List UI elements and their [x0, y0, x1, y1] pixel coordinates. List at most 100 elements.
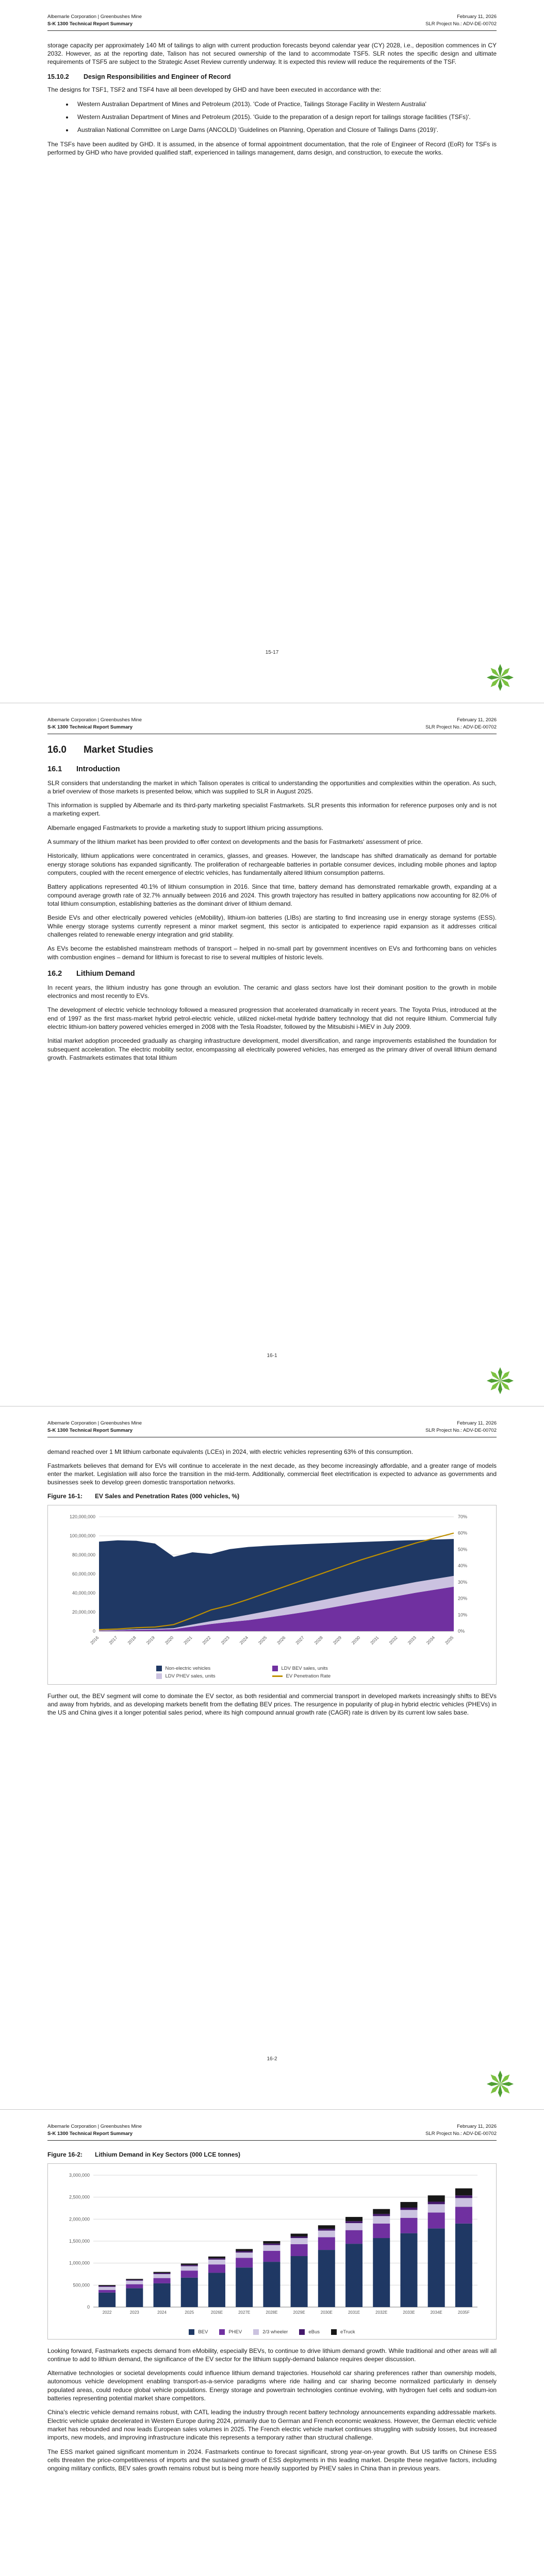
section-heading-16-2: 16.2 Lithium Demand [47, 969, 135, 978]
svg-text:70%: 70% [458, 1514, 467, 1519]
header-project-no: SLR Project No.: ADV-DE-00702 [425, 724, 497, 730]
page-header: Albemarle Corporation | Greenbushes Mine… [47, 1420, 497, 1434]
svg-text:2033: 2033 [407, 1635, 418, 1646]
svg-text:2027: 2027 [294, 1635, 305, 1646]
paragraph: China's electric vehicle demand remains … [47, 2409, 497, 2442]
header-rule [47, 30, 497, 31]
svg-text:20,000,000: 20,000,000 [72, 1609, 95, 1615]
paragraph: Beside EVs and other electrically powere… [47, 914, 497, 938]
svg-text:1,000,000: 1,000,000 [69, 2260, 90, 2265]
bullet-item: Australian National Committee on Large D… [73, 126, 497, 134]
header-date: February 11, 2026 [457, 1420, 497, 1426]
paragraph: The TSFs have been audited by GHD. It is… [47, 140, 497, 157]
paragraph: Looking forward, Fastmarkets expects dem… [47, 2347, 497, 2363]
svg-text:60%: 60% [458, 1530, 467, 1535]
svg-text:2028: 2028 [313, 1635, 324, 1646]
paragraph: Battery applications represented 40.1% o… [47, 883, 497, 907]
svg-text:2021: 2021 [183, 1635, 193, 1646]
svg-text:2026: 2026 [276, 1635, 287, 1646]
svg-text:3,000,000: 3,000,000 [69, 2173, 90, 2178]
svg-text:2034: 2034 [425, 1635, 436, 1646]
svg-text:2035: 2035 [444, 1635, 455, 1646]
ev-sales-penetration-chart: 0 20,000,000 40,000,000 60,000,000 80,000,00… [47, 1504, 497, 1685]
svg-text:2035F: 2035F [458, 2310, 470, 2315]
header-date: February 11, 2026 [457, 14, 497, 20]
page-15-17: Albemarle Corporation | Greenbushes Mine… [0, 0, 544, 703]
page-header: Albemarle Corporation | Greenbushes Mine… [47, 13, 497, 28]
svg-text:2016: 2016 [89, 1635, 100, 1646]
paragraph: The designs for TSF1, TSF2 and TSF4 have… [47, 86, 382, 94]
header-company: Albemarle Corporation | Greenbushes Mine [47, 1420, 142, 1426]
slr-logo [485, 2069, 515, 2099]
page-header: Albemarle Corporation | Greenbushes Mine… [47, 717, 497, 731]
paragraph: Initial market adoption proceeded gradua… [47, 1037, 497, 1062]
page-number: 16-1 [267, 1353, 277, 1359]
svg-text:60,000,000: 60,000,000 [72, 1571, 95, 1577]
header-project-no: SLR Project No.: ADV-DE-00702 [425, 21, 497, 27]
page-number: 15-17 [265, 650, 279, 655]
svg-text:2020: 2020 [164, 1635, 175, 1646]
svg-text:120,000,000: 120,000,000 [70, 1514, 95, 1519]
svg-text:0: 0 [93, 1629, 95, 1634]
header-report-title: S-K 1300 Technical Report Summary [47, 724, 133, 730]
slr-logo [485, 663, 515, 692]
paragraph: The development of electric vehicle tech… [47, 1006, 497, 1031]
bullet-item: Western Australian Department of Mines a… [73, 113, 497, 121]
paragraph: The ESS market gained significant moment… [47, 2448, 497, 2472]
svg-text:2019: 2019 [145, 1635, 156, 1646]
section-heading-16-1: 16.1 Introduction [47, 765, 120, 773]
header-report-title: S-K 1300 Technical Report Summary [47, 2130, 133, 2137]
paragraph: Alternative technologies or societal dev… [47, 2369, 497, 2402]
svg-text:2026E: 2026E [211, 2310, 223, 2315]
page-header: Albemarle Corporation | Greenbushes Mine… [47, 2123, 497, 2138]
svg-text:2024: 2024 [157, 2310, 167, 2315]
section-heading-15-10-2: 15.10.2 Design Responsibilities and Engin… [47, 73, 231, 81]
page-16-1: Albemarle Corporation | Greenbushes Mine… [0, 703, 544, 1406]
svg-text:2,000,000: 2,000,000 [69, 2216, 90, 2222]
svg-text:0: 0 [87, 2304, 90, 2310]
header-company: Albemarle Corporation | Greenbushes Mine [47, 2124, 142, 2129]
page-16-2: Albemarle Corporation | Greenbushes Mine… [0, 1406, 544, 2110]
lithium-demand-sectors-chart: 0 500,000 1,000,000 1,500,000 2,000,000 2,500… [47, 2163, 497, 2340]
section-heading-16-0: 16.0 Market Studies [47, 744, 154, 755]
header-report-title: S-K 1300 Technical Report Summary [47, 21, 133, 27]
paragraph: demand reached over 1 Mt lithium carbona… [47, 1448, 414, 1455]
paragraph: A summary of the lithium market has been… [47, 838, 423, 846]
svg-text:0%: 0% [458, 1629, 465, 1634]
header-date: February 11, 2026 [457, 717, 497, 723]
svg-text:2034E: 2034E [431, 2310, 442, 2315]
svg-text:2029: 2029 [332, 1635, 343, 1646]
svg-text:40,000,000: 40,000,000 [72, 1590, 95, 1596]
paragraph: Albemarle engaged Fastmarkets to provide… [47, 824, 323, 832]
svg-text:500,000: 500,000 [73, 2282, 90, 2287]
svg-text:2018: 2018 [126, 1635, 137, 1646]
svg-text:2017: 2017 [108, 1635, 119, 1646]
paragraph: SLR considers that understanding the mar… [47, 779, 497, 795]
header-report-title: S-K 1300 Technical Report Summary [47, 1427, 133, 1433]
paragraph: Further out, the BEV segment will come t… [47, 1692, 497, 1717]
svg-text:100,000,000: 100,000,000 [70, 1533, 95, 1538]
paragraph: Historically, lithium applications were … [47, 852, 497, 877]
svg-text:20%: 20% [458, 1596, 467, 1601]
svg-text:80,000,000: 80,000,000 [72, 1552, 95, 1557]
figure-16-1-caption: Figure 16-1: EV Sales and Penetration Rat… [47, 1492, 240, 1500]
header-rule [47, 2140, 497, 2141]
svg-text:1,500,000: 1,500,000 [69, 2239, 90, 2244]
svg-text:10%: 10% [458, 1612, 467, 1617]
paragraph: This information is supplied by Albemarl… [47, 802, 497, 818]
svg-text:2022: 2022 [201, 1635, 212, 1646]
svg-text:50%: 50% [458, 1547, 467, 1552]
header-company: Albemarle Corporation | Greenbushes Mine [47, 14, 142, 20]
svg-text:2023: 2023 [220, 1635, 230, 1646]
svg-text:2031E: 2031E [348, 2310, 360, 2315]
svg-text:2032E: 2032E [375, 2310, 387, 2315]
paragraph: Fastmarkets believes that demand for EVs… [47, 1462, 497, 1486]
svg-text:2027E: 2027E [238, 2310, 250, 2315]
svg-text:2024: 2024 [239, 1635, 250, 1646]
svg-text:2025: 2025 [185, 2310, 194, 2315]
svg-text:2030: 2030 [351, 1635, 361, 1646]
page-number: 16-2 [267, 2056, 277, 2062]
header-date: February 11, 2026 [457, 2124, 497, 2129]
figure-16-2-caption: Figure 16-2: Lithium Demand in Key Sector… [47, 2150, 241, 2158]
header-project-no: SLR Project No.: ADV-DE-00702 [425, 1427, 497, 1433]
